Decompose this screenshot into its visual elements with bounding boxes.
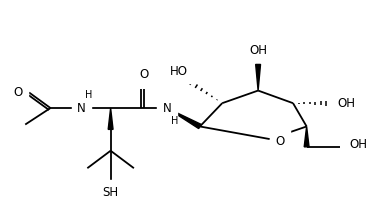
Text: H: H — [171, 116, 178, 126]
Text: OH: OH — [349, 138, 367, 152]
Text: OH: OH — [249, 44, 267, 57]
Polygon shape — [108, 108, 113, 129]
Text: SH: SH — [103, 186, 118, 199]
Polygon shape — [256, 64, 261, 90]
Text: N: N — [163, 102, 171, 114]
Text: H: H — [85, 90, 93, 100]
Text: HO: HO — [170, 65, 188, 78]
Text: N: N — [77, 102, 86, 114]
Polygon shape — [304, 126, 309, 147]
Text: O: O — [13, 86, 22, 99]
Text: O: O — [139, 68, 148, 81]
Text: O: O — [276, 136, 285, 148]
Polygon shape — [167, 108, 201, 129]
Text: OH: OH — [338, 97, 356, 110]
